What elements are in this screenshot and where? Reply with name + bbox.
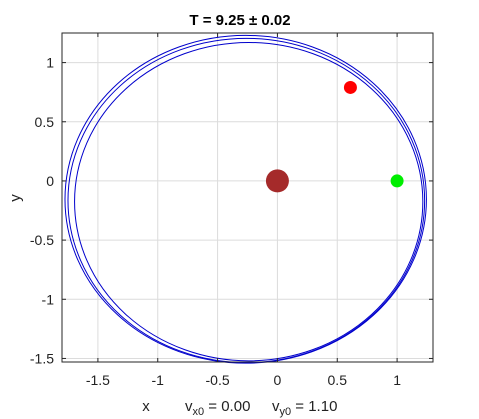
- x-tick-label: 1: [393, 372, 401, 388]
- plot-frame: [61, 32, 434, 363]
- orbit-loop: [74, 41, 424, 362]
- orbit-loop: [64, 34, 427, 364]
- x-tick-label: 0.5: [328, 372, 348, 388]
- central-body-marker: [265, 169, 289, 193]
- start-position-marker: [390, 174, 404, 188]
- y-axis-label: y: [7, 194, 24, 202]
- orbit-trajectory: [64, 34, 427, 364]
- chart-title: T = 9.25 ± 0.02: [189, 12, 290, 29]
- x-tick-label: -1.5: [86, 372, 110, 388]
- y-tick-labels: -1.5 -1 -0.5 0 0.5 1: [30, 55, 54, 367]
- grid-lines: [62, 33, 433, 362]
- initial-velocity-x: vx0 = 0.00: [185, 398, 250, 418]
- orbit-loop: [67, 37, 426, 364]
- y-tick-label: 0: [46, 173, 54, 189]
- x-axis-label: x: [142, 398, 150, 415]
- y-tick-label: 0.5: [35, 114, 55, 130]
- x-tick-label: -0.5: [206, 372, 230, 388]
- bodies: [265, 80, 404, 193]
- y-tick-label: -1.5: [30, 350, 54, 366]
- axis-ticks: [62, 33, 433, 362]
- x-tick-label: -1: [152, 372, 165, 388]
- x-tick-labels: -1.5 -1 -0.5 0 0.5 1: [86, 372, 401, 388]
- initial-velocity-y: vy0 = 1.10: [272, 398, 337, 418]
- y-tick-label: -0.5: [30, 232, 54, 248]
- current-position-marker: [343, 80, 357, 94]
- x-tick-label: 0: [274, 372, 282, 388]
- y-tick-label: -1: [42, 291, 55, 307]
- y-tick-label: 1: [46, 55, 54, 71]
